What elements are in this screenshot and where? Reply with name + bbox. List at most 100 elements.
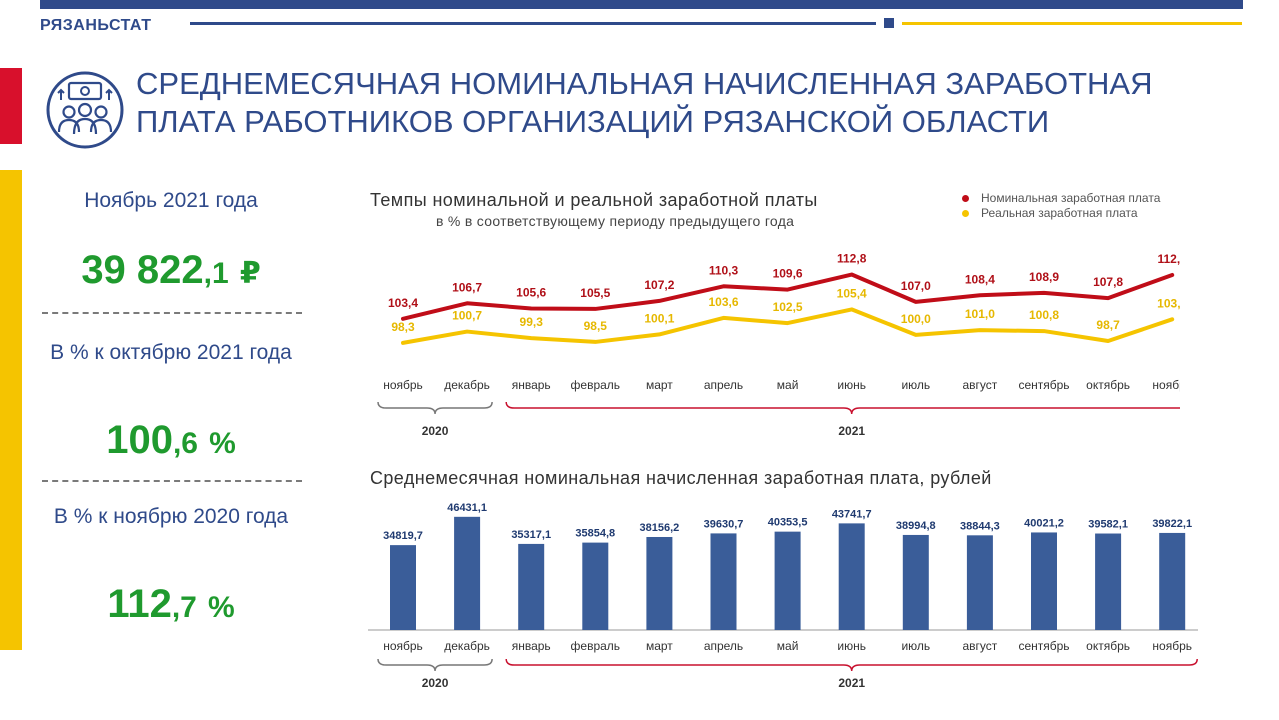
data-label-real: 101,0	[965, 307, 995, 321]
data-label-nominal: 108,4	[965, 272, 995, 286]
x-tick-label: ноябрь	[1152, 639, 1192, 653]
data-label-nominal: 103,4	[388, 296, 418, 310]
data-label-real: 98,5	[584, 319, 608, 333]
x-tick-label: ноябрь	[1152, 378, 1180, 392]
bar	[646, 536, 673, 630]
brand-name: РЯЗАНЬСТАТ	[40, 17, 152, 34]
line-chart-legend: Номинальная заработная плата Реальная за…	[962, 191, 1160, 221]
x-tick-label: сентябрь	[1018, 639, 1069, 653]
x-tick-label: октябрь	[1086, 639, 1130, 653]
data-label-nominal: 112,8	[837, 252, 867, 266]
yoy-value-main: 112	[107, 582, 172, 626]
data-label-real: 103,3	[1157, 296, 1180, 310]
period-label: Ноябрь 2021 года	[84, 189, 258, 212]
line-chart-title: Темпы номинальной и реальной заработной …	[370, 190, 818, 210]
data-label-real: 99,3	[520, 315, 544, 329]
group-brace-2021	[505, 658, 1198, 672]
bar	[390, 545, 416, 630]
mom-value-main: 100	[106, 418, 173, 462]
data-label-nominal: 108,9	[1029, 270, 1059, 284]
group-brace-2020	[377, 658, 493, 672]
page-title: Среднемесячная номинальная начисленная з…	[136, 66, 1153, 139]
data-label-nominal: 106,7	[452, 280, 482, 294]
data-label-real: 98,3	[391, 320, 415, 334]
data-label-nominal: 105,6	[516, 285, 546, 299]
legend-label-real: Реальная заработная плата	[981, 206, 1138, 220]
bar	[454, 516, 481, 630]
x-tick-label: ноябрь	[383, 378, 423, 392]
bar-value-label: 38156,2	[640, 522, 680, 534]
accent-strip-red	[0, 68, 22, 144]
mom-unit: %	[209, 427, 236, 460]
bar-chart: 34819,7 46431,1 35317,1 35854,8 38156,2 39630…	[368, 502, 1198, 690]
legend-item-real: Реальная заработная плата	[962, 206, 1160, 221]
legend-label-nominal: Номинальная заработная плата	[981, 191, 1161, 205]
x-tick-label: сентябрь	[1018, 378, 1069, 392]
x-tick-label: февраль	[571, 639, 621, 653]
data-label-real: 100,1	[644, 311, 674, 325]
data-label-nominal: 112,7	[1158, 252, 1180, 266]
bar	[774, 531, 801, 630]
data-label-real: 100,0	[901, 312, 931, 326]
group-label-2020: 2020	[422, 676, 449, 690]
legend-dot-nominal	[962, 195, 969, 202]
bar-value-label: 35854,8	[575, 528, 615, 540]
bar-value-label: 39582,1	[1088, 519, 1128, 531]
bar	[1031, 532, 1057, 630]
data-label-nominal: 107,0	[901, 279, 931, 293]
bar-value-label: 35317,1	[511, 529, 551, 541]
group-label-2021: 2021	[838, 424, 865, 438]
wage-value-decimal: ,1	[203, 257, 229, 290]
header-rule-square	[884, 18, 894, 28]
data-label-real: 100,7	[452, 309, 482, 323]
wage-value-main: 39 822	[81, 248, 204, 292]
bar-value-label: 40021,2	[1024, 517, 1064, 529]
data-label-nominal: 107,2	[644, 278, 674, 292]
x-tick-label: июль	[901, 378, 930, 392]
bar	[838, 523, 865, 630]
bar-value-label: 38994,8	[896, 520, 936, 532]
data-label-nominal: 109,6	[773, 267, 803, 281]
x-tick-label: май	[777, 639, 799, 653]
x-tick-label: январь	[512, 639, 551, 653]
x-tick-label: январь	[512, 378, 551, 392]
bar-value-label: 39630,7	[704, 518, 744, 530]
data-label-nominal: 105,5	[580, 286, 610, 300]
wage-value: 39 822,1 ₽	[40, 248, 302, 293]
x-tick-label: июль	[901, 639, 930, 653]
data-label-real: 103,6	[708, 295, 738, 309]
line-chart: 103,4 106,7 105,6 105,5 107,2 110,3 109,6 112,8…	[377, 252, 1180, 438]
bar-value-label: 38844,3	[960, 520, 1000, 532]
x-tick-label: июнь	[837, 639, 866, 653]
x-tick-label: август	[963, 378, 998, 392]
header-rule-blue	[190, 22, 876, 25]
x-tick-label: март	[646, 639, 673, 653]
currency-sign: ₽	[239, 257, 261, 290]
data-label-real: 105,4	[837, 286, 867, 300]
bar	[966, 535, 993, 630]
legend-item-nominal: Номинальная заработная плата	[962, 191, 1160, 206]
bar-chart-title: Среднемесячная номинальная начисленная з…	[370, 468, 992, 488]
series-line-nominal	[401, 272, 1175, 321]
data-label-real: 100,8	[1029, 308, 1059, 322]
mom-value: 100,6 %	[40, 418, 302, 463]
bar	[1159, 532, 1186, 630]
bar-value-label: 40353,5	[768, 517, 808, 529]
yoy-value: 112,7 %	[40, 582, 302, 627]
bar	[902, 534, 929, 630]
x-tick-label: апрель	[704, 378, 743, 392]
data-label-nominal: 107,8	[1093, 275, 1123, 289]
bar-value-label: 39822,1	[1152, 518, 1192, 530]
divider	[42, 312, 302, 314]
x-tick-label: февраль	[571, 378, 621, 392]
bar-value-label: 43741,7	[832, 508, 872, 520]
yoy-value-decimal: ,7	[171, 591, 197, 624]
group-label-2020: 2020	[422, 424, 449, 438]
divider	[42, 480, 302, 482]
x-tick-label: июнь	[837, 378, 866, 392]
data-label-real: 102,5	[773, 300, 803, 314]
bar-value-label: 34819,7	[383, 530, 423, 542]
wage-workers-icon	[46, 71, 124, 149]
bar	[710, 533, 737, 630]
bar	[1095, 533, 1122, 630]
